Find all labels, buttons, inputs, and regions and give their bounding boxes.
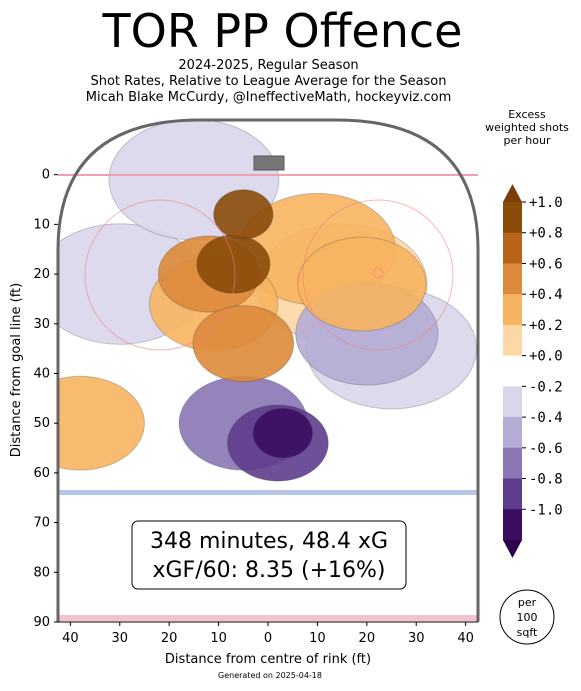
- annotation-xgf60: xGF/60: 8.35 (+16%): [152, 558, 385, 583]
- x-axis-label: Distance from centre of rink (ft): [165, 652, 371, 667]
- y-tick-label: 0: [42, 168, 50, 183]
- scale-badge-line: sqft: [517, 626, 538, 639]
- colorbar-title-line: Excess: [508, 108, 546, 121]
- colorbar-tick-label: -0.6: [529, 441, 563, 457]
- x-tick-label: 10: [309, 631, 326, 646]
- heatmap-region: [192, 305, 295, 383]
- x-tick-label: 20: [161, 631, 178, 646]
- x-tick-label: 20: [359, 631, 376, 646]
- colorbar-tick-label: +0.8: [529, 226, 563, 242]
- heatmap-region: [297, 236, 427, 332]
- colorbar-tick-label: -1.0: [529, 502, 563, 518]
- rink-boards: [56, 118, 480, 622]
- scale-badge-line: 100: [517, 611, 538, 624]
- centre-red-line: [58, 615, 478, 621]
- scale-badge-circle: [499, 589, 555, 645]
- faceoff-dot-right: [372, 267, 384, 279]
- annotation-minutes-xg: 348 minutes, 48.4 xG: [150, 529, 388, 554]
- y-tick-label: 20: [33, 267, 50, 282]
- colorbar-segment: [503, 232, 522, 264]
- summary-annotation: 348 minutes, 48.4 xG xGF/60: 8.35 (+16%): [131, 520, 407, 590]
- colorbar-segment: [503, 355, 522, 387]
- heatmap-region: [252, 407, 313, 459]
- x-tick-label: 30: [111, 631, 128, 646]
- subtitle-season: 2024-2025, Regular Season: [178, 58, 359, 73]
- x-tick-label: 40: [457, 631, 474, 646]
- y-tick-label: 60: [33, 466, 50, 481]
- chart-title: TOR PP Offence: [102, 4, 463, 58]
- generated-footer: Generated on 2025-04-18: [218, 671, 322, 680]
- colorbar-tick-label: +0.4: [529, 287, 563, 303]
- y-tick-label: 70: [33, 516, 50, 531]
- colorbar-segment: [503, 202, 522, 234]
- goal-net: [253, 155, 285, 171]
- colorbar-segment: [503, 509, 522, 541]
- x-tick-label: 40: [62, 631, 79, 646]
- colorbar-segment: [503, 478, 522, 510]
- colorbar-segment: [503, 294, 522, 326]
- colorbar-tick-label: +1.0: [529, 195, 563, 211]
- colorbar-title-line: weighted shots: [485, 121, 569, 134]
- colorbar-tick-label: +0.6: [529, 256, 563, 272]
- axes: Distance from centre of rink (ft) Distan…: [9, 168, 478, 667]
- annotation-box: [131, 520, 407, 590]
- scale-badge-line: per: [518, 596, 537, 609]
- y-tick-label: 80: [33, 565, 50, 580]
- heatmap-layer: [58, 120, 478, 482]
- colorbar: +1.0 +0.8 +0.6 +0.4 +0.2 +0.0 -0.2 -0.4 -0.6 -0.8…: [503, 184, 563, 558]
- faceoff-circle-right: [302, 199, 454, 351]
- colorbar-tick-label: +0.0: [529, 349, 563, 365]
- colorbar-extend-bottom: [503, 540, 522, 558]
- x-tick-label: 10: [210, 631, 227, 646]
- heatmap-region: [196, 234, 271, 294]
- blue-line: [58, 490, 478, 495]
- scale-badge: per 100 sqft: [499, 589, 555, 645]
- y-tick-label: 40: [33, 366, 50, 381]
- colorbar-title-line: per hour: [503, 134, 551, 147]
- colorbar-tick-label: -0.2: [529, 379, 563, 395]
- y-axis-label: Distance from goal line (ft): [9, 283, 24, 457]
- colorbar-segment: [503, 263, 522, 295]
- heatmap-region: [213, 189, 274, 240]
- colorbar-tick-label: +0.2: [529, 318, 563, 334]
- colorbar-tick-label: -0.4: [529, 410, 563, 426]
- y-tick-label: 90: [33, 615, 50, 630]
- colorbar-segment: [503, 386, 522, 418]
- y-tick-label: 50: [33, 416, 50, 431]
- y-tick-label: 10: [33, 217, 50, 232]
- colorbar-tick-label: -0.8: [529, 472, 563, 488]
- x-tick-label: 0: [264, 631, 272, 646]
- colorbar-segment: [503, 324, 522, 357]
- subtitle-description: Shot Rates, Relative to League Average f…: [90, 74, 447, 89]
- colorbar-extend-top: [503, 184, 522, 202]
- rink-markings: [56, 118, 480, 622]
- heatmap-region: [58, 375, 145, 471]
- colorbar-segment: [503, 417, 522, 449]
- y-tick-label: 30: [33, 317, 50, 332]
- colorbar-segment: [503, 447, 522, 480]
- faceoff-circle-left: [84, 199, 236, 351]
- x-tick-label: 30: [408, 631, 425, 646]
- subtitle-author: Micah Blake McCurdy, @IneffectiveMath, h…: [85, 90, 452, 105]
- colorbar-title: Excess weighted shots per hour: [476, 108, 578, 147]
